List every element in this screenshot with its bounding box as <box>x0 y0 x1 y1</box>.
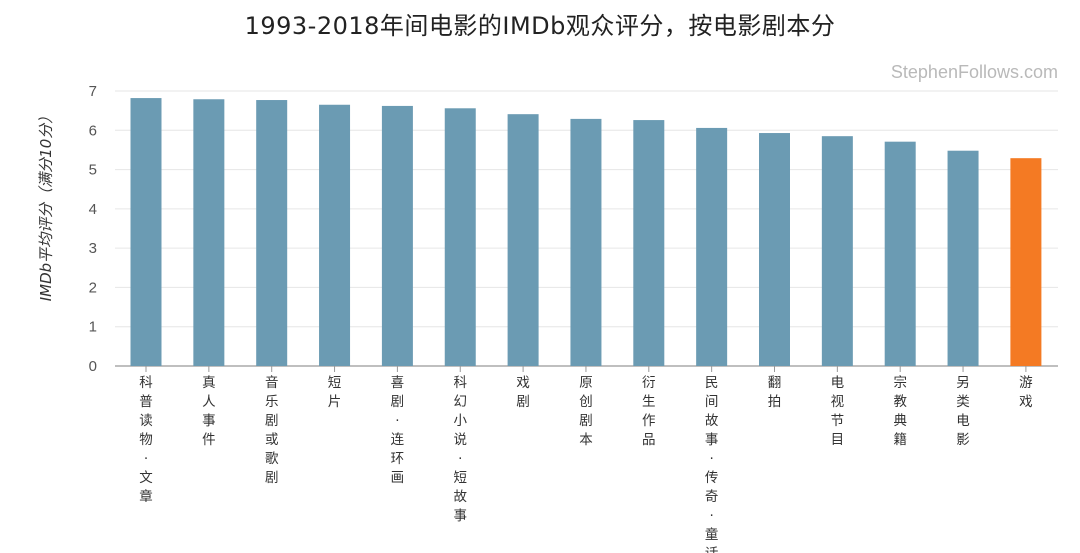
category-label: 民间故事·传奇·童话 <box>705 375 719 553</box>
bar <box>570 118 602 367</box>
bar <box>256 100 288 367</box>
bar <box>381 105 413 366</box>
x-axis-ticks <box>145 366 1027 372</box>
category-labels: 科普读物·文章 真人事件 音乐剧或歌剧 短片 喜剧·连环画 科幻小说·短故事 戏剧 原创剧本 衍… <box>139 374 1032 553</box>
bar <box>759 133 790 366</box>
bar <box>1010 158 1042 366</box>
category-label: 科幻小说·短故事 <box>454 375 468 524</box>
category-label: 喜剧·连环画 <box>391 375 405 486</box>
bars <box>130 98 1042 367</box>
chart-title: 1993-2018年间电影的IMDb观众评分，按电影剧本分 <box>244 12 836 40</box>
category-label: 真人事件 <box>202 375 216 448</box>
category-label: 衍生作品 <box>642 375 656 448</box>
category-label: 戏剧 <box>516 375 530 410</box>
y-axis-ticks: 0 1 2 3 4 5 6 7 <box>89 83 97 375</box>
bar <box>319 104 351 366</box>
category-label: 宗教典籍 <box>893 375 907 448</box>
bar <box>696 127 728 366</box>
category-label: 科普读物·文章 <box>139 375 153 505</box>
bar <box>947 150 979 366</box>
y-tick-label: 5 <box>89 162 97 179</box>
category-label: 音乐剧或歌剧 <box>265 374 279 486</box>
bar <box>884 141 916 366</box>
bar <box>633 120 665 366</box>
y-tick-label: 2 <box>89 279 97 296</box>
y-tick-label: 1 <box>89 319 97 336</box>
y-tick-label: 4 <box>89 201 97 218</box>
category-label: 电视节目 <box>831 375 845 448</box>
y-tick-label: 0 <box>89 358 97 375</box>
bar <box>444 108 476 367</box>
bar <box>193 99 225 366</box>
y-tick-label: 7 <box>89 83 97 100</box>
category-label: 短片 <box>328 375 342 410</box>
bar <box>130 98 162 367</box>
y-tick-label: 6 <box>89 122 97 139</box>
bar <box>821 136 853 366</box>
category-label: 游戏 <box>1019 375 1033 410</box>
category-label: 另类电影 <box>956 375 970 448</box>
category-label: 原创剧本 <box>579 375 593 448</box>
bar <box>507 114 539 366</box>
watermark: StephenFollows.com <box>890 62 1058 82</box>
y-tick-label: 3 <box>89 240 97 257</box>
category-label: 翻拍 <box>768 375 782 410</box>
y-axis-label: IMDb平均评分（满分10分） <box>37 109 55 302</box>
